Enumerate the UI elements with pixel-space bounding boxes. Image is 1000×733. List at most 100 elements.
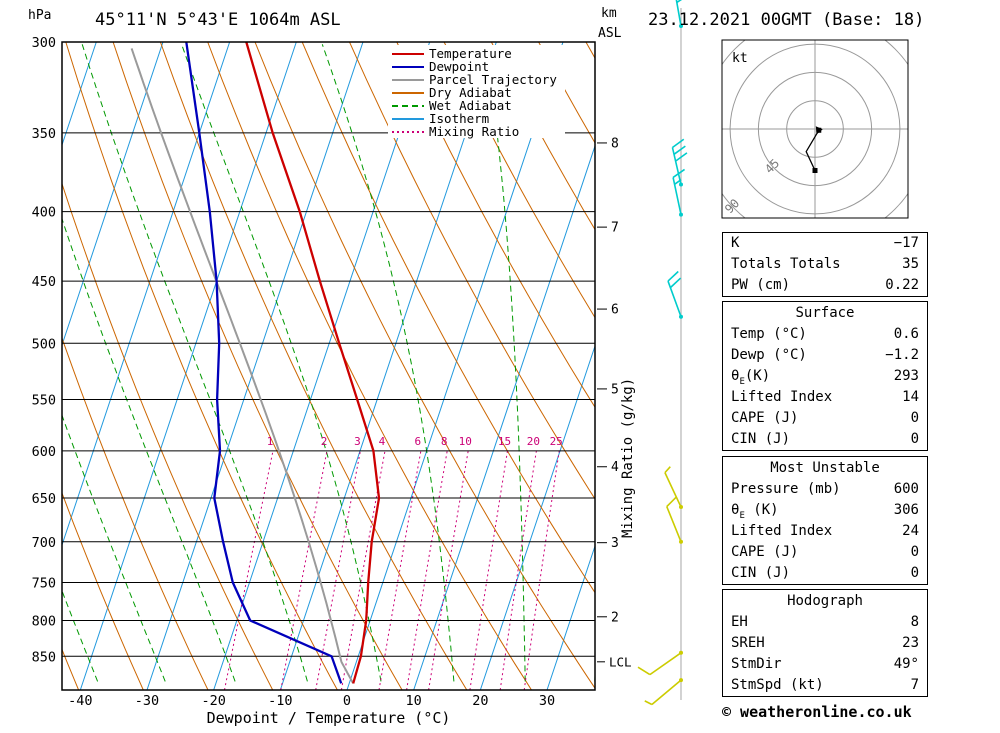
mixing-ratio-line <box>378 450 422 690</box>
row-value: 0 <box>910 544 919 560</box>
wind-barb-station-dot <box>679 678 683 683</box>
wind-barb <box>637 650 683 676</box>
legend-item-label: Temperature <box>429 46 512 61</box>
table-header: Most Unstable <box>770 460 880 476</box>
row-value: −17 <box>893 235 919 251</box>
legend-item-label: Mixing Ratio <box>429 124 519 139</box>
table-row: CAPE (J) 0 <box>723 408 927 429</box>
wind-barb-tick <box>675 152 688 162</box>
temperature-tick-label: 20 <box>472 693 488 709</box>
wind-barb-station-dot <box>679 650 683 655</box>
x-axis-label: Dewpoint / Temperature (°C) <box>206 709 451 727</box>
pressure-tick-labels: 300 350 400 450 500 550 600 650 700 750 800 850 <box>32 35 56 665</box>
row-label: Pressure (mb) <box>731 481 841 497</box>
row-value: 600 <box>893 481 919 497</box>
row-label: StmDir <box>731 656 782 672</box>
table-row: Lifted Index 24 <box>723 521 927 542</box>
skewt-plot-area: 1 2 3 4 6 8 10 15 20 25 <box>62 42 595 690</box>
pressure-tick-label: 500 <box>32 336 56 352</box>
most-unstable-table: Most Unstable Pressure (mb) 600 θE (K) 306 Li… <box>722 456 928 585</box>
wind-barb-tick <box>671 138 685 149</box>
table-row: Lifted Index 14 <box>723 387 927 408</box>
isotherm-line <box>279 42 497 690</box>
mixing-ratio-line <box>499 450 537 690</box>
legend-item-label: Dry Adiabat <box>429 85 512 100</box>
mixing-ratio-label: 15 <box>498 435 511 448</box>
row-value: 0.6 <box>893 326 919 342</box>
dry-adiabat-line <box>301 42 595 594</box>
wind-barb <box>667 270 683 319</box>
row-label: θE (K) <box>731 502 779 521</box>
table-header: Hodograph <box>787 593 863 609</box>
row-label: Temp (°C) <box>731 326 807 342</box>
altitude-axis-unit-asl: ASL <box>598 26 622 41</box>
table-row: PW (cm) 0.22 <box>723 275 927 296</box>
wind-barb-staff <box>666 506 682 543</box>
lcl-label: LCL <box>609 654 632 669</box>
mixing-ratio-label: 10 <box>459 435 472 448</box>
row-label: CIN (J) <box>731 431 791 447</box>
row-label: Totals Totals <box>731 256 841 272</box>
temperature-tick-label: 0 <box>343 693 351 709</box>
mixing-ratio-line <box>469 450 508 690</box>
pressure-tick-label: 350 <box>32 126 56 142</box>
mixing-ratio-line <box>523 450 560 690</box>
table-row: SREH 23 <box>723 633 927 654</box>
temperature-tick-labels: -40 -30 -20 -10 0 10 20 30 <box>68 693 555 709</box>
pressure-tick-label: 400 <box>32 205 56 221</box>
altitude-axis-unit-km: km <box>601 6 617 21</box>
dry-adiabat-line <box>254 42 595 690</box>
isobars-group <box>62 42 595 657</box>
mixing-ratio-label: 1 <box>267 435 274 448</box>
plot-frame <box>61 41 596 691</box>
isotherm-line <box>62 42 164 347</box>
table-row: CAPE (J) 0 <box>723 542 927 563</box>
row-value: 7 <box>910 677 919 693</box>
run-title: 23.12.2021 00GMT (Base: 18) <box>648 10 925 30</box>
row-value: 8 <box>910 614 919 630</box>
pressure-tick-label: 300 <box>32 35 56 51</box>
wind-barb-tick <box>666 496 678 508</box>
pressure-tick-label: 450 <box>32 274 56 290</box>
wind-barb-tick <box>637 666 651 676</box>
wet-adiabats-group <box>62 44 595 682</box>
altitude-tick-label: 2 <box>611 610 619 625</box>
wind-barb-tick <box>644 700 653 706</box>
hodograph-ring <box>757 71 873 187</box>
mixing-ratio-label: 6 <box>415 435 422 448</box>
row-label: Lifted Index <box>731 523 833 539</box>
temperature-tick-label: -40 <box>68 693 92 709</box>
legend-item-label: Dewpoint <box>429 59 489 74</box>
table-row: θE (K) 306 <box>723 500 927 521</box>
row-label: Dewp (°C) <box>731 347 807 363</box>
row-value: 306 <box>893 502 919 518</box>
table-row: CIN (J) 0 <box>723 563 927 584</box>
temperature-tick-label: -20 <box>201 693 225 709</box>
wet-adiabat-line <box>181 44 382 682</box>
wind-barb-staff <box>667 280 682 318</box>
row-value: 35 <box>902 256 919 272</box>
table-row: StmDir 49° <box>723 654 927 675</box>
mixing-ratio-line <box>428 450 469 690</box>
row-label: SREH <box>731 635 765 651</box>
pressure-tick-label: 800 <box>32 614 56 630</box>
credit-link[interactable]: © weatheronline.co.uk <box>722 703 912 721</box>
row-value: −1.2 <box>885 347 919 363</box>
wind-barb-tick <box>673 145 686 155</box>
row-label: PW (cm) <box>731 277 791 293</box>
mixing-ratio-axis-label: Mixing Ratio (g/kg) <box>620 377 636 538</box>
mixing-ratio-label: 4 <box>379 435 386 448</box>
isotherm-line <box>62 42 231 547</box>
altitude-tick-label: 6 <box>611 303 619 318</box>
wind-barb-station-dot <box>679 212 683 217</box>
wind-barb-station-dot <box>679 505 683 510</box>
wind-barb <box>664 466 683 510</box>
row-value: 0 <box>910 431 919 447</box>
mixing-ratio-line <box>406 450 448 690</box>
wind-barb-staff <box>649 652 682 676</box>
mixing-ratio-line <box>315 450 361 690</box>
table-row: θE(K) 293 <box>723 366 927 387</box>
wind-barb-tick <box>674 179 682 185</box>
